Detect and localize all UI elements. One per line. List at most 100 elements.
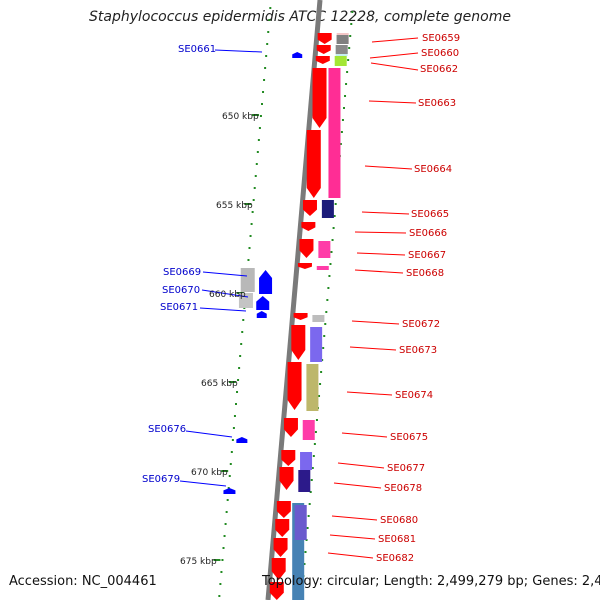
annotation-block [294,505,307,540]
forward-gene-arrow [269,582,284,600]
leader-line [364,165,413,170]
annotation-block [336,35,349,44]
leader-line [351,320,400,325]
gene-label-SE0661[interactable]: SE0661 [178,44,216,55]
feature-blocks [223,33,349,600]
leader-line [185,430,233,438]
annotation-block [300,452,313,470]
gene-label-SE0671[interactable]: SE0671 [160,302,198,313]
gene-label-SE0670[interactable]: SE0670 [162,285,200,296]
gene-label-SE0674[interactable]: SE0674 [395,390,433,401]
reverse-gene-arrow [223,488,236,494]
annotation-block [298,470,311,492]
forward-gene-arrow [279,467,294,490]
gene-label-SE0676[interactable]: SE0676 [148,424,186,435]
reverse-gene-arrow [292,52,303,58]
leader-line [214,49,263,53]
map-title: Staphylococcus epidermidis ATCC 12228, c… [88,9,511,25]
forward-gene-arrow [299,239,314,258]
gene-label-SE0681[interactable]: SE0681 [378,534,416,545]
leader-line [370,62,419,71]
forward-gene-arrow [276,501,291,518]
scale-label-650: 650 kbp [222,112,259,122]
gene-label-SE0679[interactable]: SE0679 [142,474,180,485]
annotation-block [334,56,347,66]
gene-label-SE0659[interactable]: SE0659 [422,33,460,44]
annotation-block [321,200,334,218]
leader-line [356,252,406,256]
gene-label-SE0680[interactable]: SE0680 [380,515,418,526]
gene-label-SE0673[interactable]: SE0673 [399,345,437,356]
annotation-block [328,68,341,198]
forward-gene-arrow [273,538,288,557]
forward-gene-arrow [317,33,332,44]
forward-gene-arrow [291,325,306,360]
leader-line [354,269,404,274]
forward-gene-arrow [301,222,316,231]
gene-label-SE0663[interactable]: SE0663 [418,98,456,109]
leader-line [368,100,417,104]
forward-gene-arrow [315,56,330,64]
leader-line [346,391,393,396]
annotation-block [302,420,315,440]
leader-line [199,307,247,312]
gene-label-SE0668[interactable]: SE0668 [406,268,444,279]
accession-text: Accession: NC_004461 [9,574,157,589]
forward-gene-arrow [275,519,290,537]
annotation-block [316,266,329,270]
genome-backbone [265,0,323,600]
gene-label-SE0664[interactable]: SE0664 [414,164,452,175]
forward-gene-arrow [271,558,286,580]
scale-label-665: 665 kbp [201,379,238,389]
annotation-block [318,241,331,258]
leader-line [331,515,378,521]
label-leaders [179,37,419,559]
gene-label-SE0666[interactable]: SE0666 [409,228,447,239]
leader-line [202,271,248,277]
leader-line [354,231,407,234]
forward-gene-arrow [306,130,321,198]
forward-gene-arrow [297,263,312,269]
ortholog-block [240,268,255,292]
leader-line [329,534,376,540]
leader-line [179,480,227,487]
forward-gene-arrow [287,362,302,410]
leader-line [327,552,374,559]
gene-label-SE0682[interactable]: SE0682 [376,553,414,564]
leader-line [349,346,397,351]
gene-label-SE0660[interactable]: SE0660 [421,48,459,59]
scale-label-670: 670 kbp [191,468,228,478]
forward-gene-arrow [293,313,308,320]
forward-gene-arrow [283,418,298,437]
leader-line [361,211,410,215]
annotation-block [312,315,325,322]
leader-line [371,37,419,43]
scale-label-660: 660 kbp [209,290,246,300]
reverse-gene-arrow [236,437,248,443]
scale-label-655: 655 kbp [216,201,253,211]
scale-label-675: 675 kbp [180,557,217,567]
gene-label-SE0675[interactable]: SE0675 [390,432,428,443]
tick-marks [213,7,354,600]
reverse-gene-arrow [256,296,270,310]
gene-label-SE0667[interactable]: SE0667 [408,250,446,261]
gene-label-SE0672[interactable]: SE0672 [402,319,440,330]
gene-label-SE0665[interactable]: SE0665 [411,209,449,220]
gene-label-SE0669[interactable]: SE0669 [163,267,201,278]
gene-label-SE0662[interactable]: SE0662 [420,64,458,75]
reverse-gene-arrow [256,311,267,318]
annotation-block [306,364,319,411]
forward-gene-arrow [281,450,296,466]
leader-line [341,432,388,438]
annotation-block [310,327,323,362]
forward-gene-arrow [312,68,327,128]
forward-gene-arrow [302,200,317,216]
forward-gene-arrow [316,45,331,54]
ortholog-block [238,293,253,308]
leader-line [337,462,385,469]
leader-line [201,289,249,298]
gene-label-SE0677[interactable]: SE0677 [387,463,425,474]
leader-line [333,482,382,489]
gene-label-SE0678[interactable]: SE0678 [384,483,422,494]
